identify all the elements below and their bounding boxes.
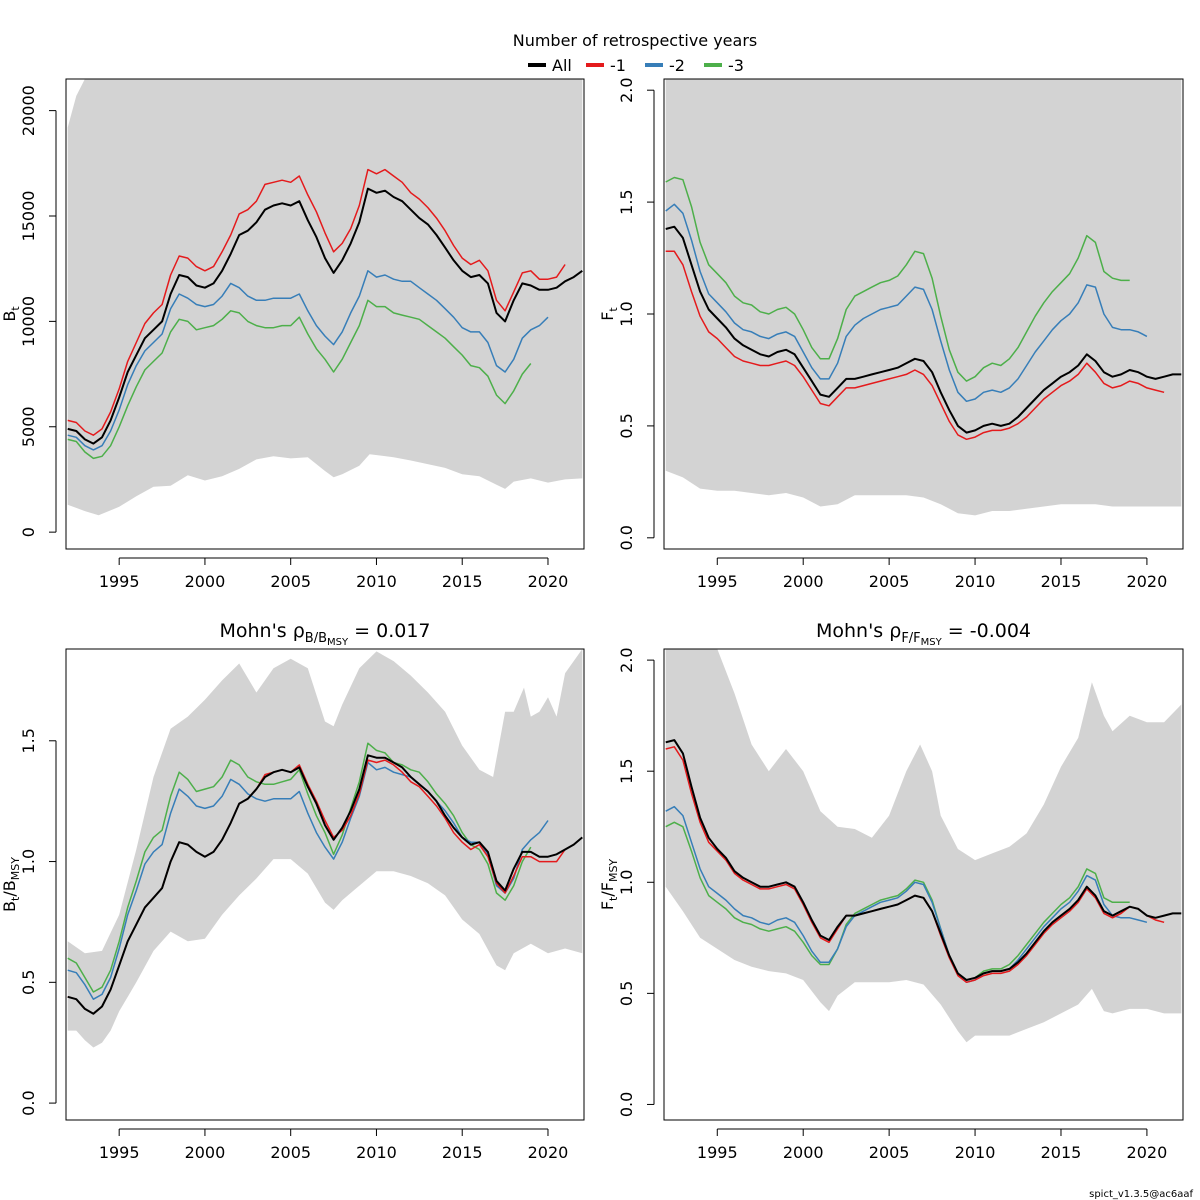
series-line-all: [665, 225, 1182, 434]
y-tick-label: 0: [19, 527, 38, 537]
panel-top-right: 1995 2000 2005 2010 2015 2020 0.0 0.5 1.0 1.5 2.0 F…: [598, 77, 1184, 591]
plot-frame: [65, 78, 585, 550]
series-line-retro1: [67, 168, 566, 436]
x-tick-label: 2020: [528, 1143, 569, 1162]
y-tick-label: 1.0: [19, 849, 38, 874]
panel-bottom-right: 1995 2000 2005 2010 2015 2020 0.0 0.5 1.0 1.5 2.0 F…: [598, 620, 1184, 1162]
legend-label: -1: [610, 56, 626, 75]
y-axis: 0.0 0.5 1.0 1.5 2.0: [617, 647, 655, 1117]
x-axis: 1995 2000 2005 2010 2015 2020: [99, 557, 569, 591]
y-tick-label: 10000: [19, 296, 38, 347]
y-axis-label: Bt/BMSY: [0, 857, 22, 912]
x-tick-label: 2010: [356, 572, 397, 591]
x-axis: 1995 2000 2005 2010 2015 2020: [99, 1128, 569, 1162]
x-tick-label: 1995: [99, 1143, 140, 1162]
legend-label: -3: [728, 56, 744, 75]
x-tick-label: 2000: [185, 572, 226, 591]
x-tick-label: 2015: [1041, 1143, 1082, 1162]
x-tick-label: 1995: [697, 1143, 738, 1162]
x-tick-label: 1995: [99, 572, 140, 591]
legend-label: -2: [669, 56, 685, 75]
confidence-band: [67, 79, 583, 516]
plot-frame: [65, 648, 585, 1121]
series-line-all: [665, 739, 1182, 981]
legend-title: Number of retrospective years: [513, 31, 758, 50]
x-tick-label: 2020: [1127, 572, 1168, 591]
panel-title: Mohn's ρF/FMSY = -0.004: [816, 620, 1031, 648]
x-tick-label: 2015: [1041, 572, 1082, 591]
y-tick-label: 15000: [19, 191, 38, 242]
footer-version: spict_v1.3.5@ac6aaf: [1089, 1189, 1193, 1200]
y-axis: 0.0 0.5 1.0 1.5: [19, 728, 57, 1116]
x-tick-label: 2020: [1127, 1143, 1168, 1162]
series-line-all: [67, 754, 583, 1015]
y-axis: 0.0 0.5 1.0 1.5 2.0: [617, 77, 655, 551]
series-line-retro3: [665, 821, 1130, 981]
confidence-band: [665, 79, 1182, 516]
series-line-retro3: [665, 176, 1130, 382]
y-tick-label: 20000: [19, 85, 38, 136]
x-tick-label: 2010: [356, 1143, 397, 1162]
y-tick-label: 1.0: [617, 301, 636, 326]
legend-entries: All -1 -2 -3: [528, 56, 744, 75]
y-tick-label: 1.5: [19, 728, 38, 753]
y-tick-label: 5000: [19, 406, 38, 447]
confidence-band: [665, 649, 1182, 1043]
x-tick-label: 2005: [869, 1143, 910, 1162]
x-tick-label: 2005: [270, 572, 311, 591]
y-tick-label: 0.5: [617, 413, 636, 438]
y-axis-label: Ft/FMSY: [598, 859, 620, 911]
series-line-retro2: [67, 761, 549, 1000]
y-axis-label: Ft: [598, 307, 620, 321]
plot-area: [67, 79, 583, 516]
x-tick-label: 2010: [955, 1143, 996, 1162]
y-tick-label: 0.0: [19, 1090, 38, 1115]
series-line-retro2: [665, 805, 1148, 984]
y-tick-label: 1.5: [617, 758, 636, 783]
panel-title: Mohn's ρB/BMSY = 0.017: [219, 620, 430, 648]
x-axis: 1995 2000 2005 2010 2015 2020: [697, 1128, 1168, 1162]
x-tick-label: 2010: [955, 572, 996, 591]
series-line-retro3: [67, 299, 532, 460]
y-tick-label: 0.0: [617, 1092, 636, 1117]
x-axis: 1995 2000 2005 2010 2015 2020: [697, 557, 1168, 591]
x-tick-label: 2015: [442, 1143, 483, 1162]
y-axis-label: Bt: [0, 306, 22, 322]
y-tick-label: 2.0: [617, 77, 636, 102]
panel-top-left: 1995 2000 2005 2010 2015 2020 0 5000 10000 15000 2…: [0, 78, 585, 591]
x-tick-label: 1995: [697, 572, 738, 591]
plot-frame: [663, 78, 1184, 550]
y-tick-label: 2.0: [617, 647, 636, 672]
panel-bottom-left: 1995 2000 2005 2010 2015 2020 0.0 0.5 1.0 1.5 Bt/B…: [0, 620, 585, 1162]
x-tick-label: 2000: [185, 1143, 226, 1162]
y-tick-label: 0.5: [617, 981, 636, 1006]
plot-area: [665, 649, 1182, 1043]
plot-area: [665, 79, 1182, 516]
panels: 1995 2000 2005 2010 2015 2020 0 5000 10000 15000 2…: [0, 77, 1184, 1162]
y-tick-label: 0.5: [19, 970, 38, 995]
x-tick-label: 2000: [783, 1143, 824, 1162]
x-tick-label: 2000: [783, 572, 824, 591]
series-line-retro2: [665, 203, 1148, 403]
x-tick-label: 2005: [270, 1143, 311, 1162]
y-tick-label: 1.0: [617, 870, 636, 895]
y-tick-label: 1.5: [617, 189, 636, 214]
plot-frame: [663, 648, 1184, 1121]
legend-label: All: [552, 56, 572, 75]
x-tick-label: 2005: [869, 572, 910, 591]
legend: Number of retrospective years All -1 -2 -3: [513, 31, 758, 75]
y-tick-label: 0.0: [617, 525, 636, 550]
x-tick-label: 2020: [528, 572, 569, 591]
series-line-retro2: [67, 270, 549, 451]
y-axis: 0 5000 10000 15000 20000: [19, 85, 57, 537]
series-line-retro1: [665, 250, 1165, 441]
x-tick-label: 2015: [442, 572, 483, 591]
series-line-all: [67, 187, 583, 445]
plot-area: [67, 649, 583, 1048]
